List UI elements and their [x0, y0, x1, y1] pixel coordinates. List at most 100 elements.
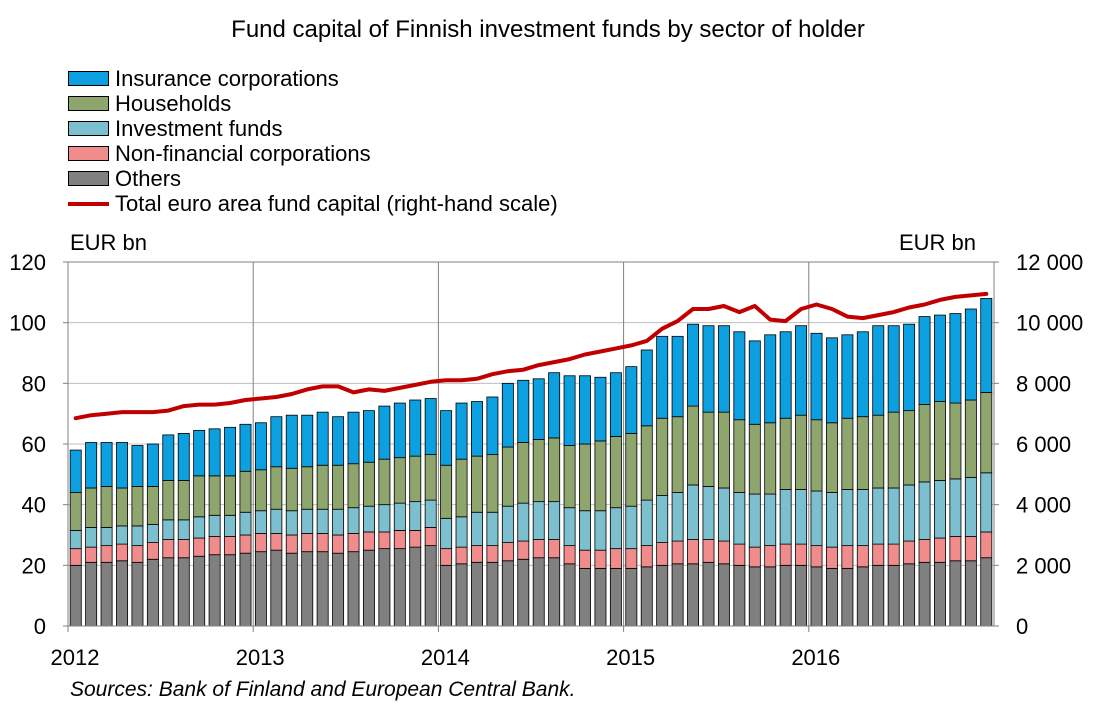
bar-segment — [131, 445, 144, 487]
bar-segment — [347, 411, 360, 465]
bar-segment — [980, 297, 993, 393]
bar-segment — [949, 402, 962, 480]
y-tick-label-right: 0 — [1016, 614, 1028, 639]
bar-segment — [177, 557, 190, 627]
bar-segment — [980, 472, 993, 533]
bar-segment — [378, 458, 391, 506]
bar-segment — [625, 432, 638, 507]
bar-segment — [594, 567, 607, 627]
bar-segment — [887, 543, 900, 566]
bar-segment — [671, 492, 684, 542]
bar-segment — [146, 523, 159, 543]
bar-segment — [640, 349, 653, 427]
bar-segment — [208, 428, 221, 477]
bar-segment — [872, 564, 885, 627]
bar-segment — [656, 417, 669, 496]
legend-color-swatch — [68, 96, 109, 111]
bar-segment — [532, 439, 545, 503]
bar-segment — [856, 416, 869, 490]
bar-segment — [671, 540, 684, 565]
bar-segment — [239, 552, 252, 627]
bar-segment — [671, 563, 684, 627]
bar-segment — [687, 539, 700, 565]
bar-segment — [887, 487, 900, 545]
x-tick-label: 2016 — [791, 645, 840, 670]
source-note: Sources: Bank of Finland and European Ce… — [70, 678, 576, 701]
bar-segment — [501, 446, 514, 507]
bar-segment — [116, 543, 128, 562]
bar-segment — [131, 525, 144, 547]
bar-segment — [440, 517, 453, 550]
bar-segment — [625, 567, 638, 627]
bar-segment — [285, 467, 298, 512]
bar-segment — [100, 486, 113, 528]
bar-segment — [903, 484, 916, 542]
bar-segment — [609, 436, 622, 509]
bar-segment — [563, 507, 576, 547]
bar-segment — [795, 414, 808, 490]
bar-segment — [918, 316, 931, 405]
bar-segment — [424, 545, 437, 627]
bar-segment — [609, 567, 622, 627]
bar-segment — [162, 539, 175, 559]
bar-segment — [594, 440, 607, 512]
bar-segment — [640, 566, 653, 627]
bar-segment — [918, 481, 931, 540]
bar-segment — [856, 545, 869, 568]
bar-segment — [501, 505, 514, 543]
bar-segment — [980, 392, 993, 474]
bar-segment — [85, 527, 98, 548]
left-axis-unit: EUR bn — [70, 230, 148, 255]
y-tick-label-left: 20 — [22, 553, 46, 578]
bar-segment — [301, 414, 314, 468]
bar-segment — [378, 405, 391, 460]
bar-segment — [177, 479, 190, 521]
bar-segment — [563, 375, 576, 446]
bar-segment — [656, 564, 669, 627]
bar-segment — [825, 337, 838, 424]
bar-segment — [85, 442, 98, 489]
bar-segment — [594, 510, 607, 551]
bar-segment — [717, 411, 730, 489]
bar-segment — [409, 399, 422, 457]
bar-segment — [872, 325, 885, 416]
bar-segment — [254, 551, 267, 627]
bar-segment — [764, 422, 777, 495]
bar-segment — [347, 551, 360, 627]
bar-segment — [501, 560, 514, 627]
bar-segment — [517, 379, 530, 443]
bar-segment — [224, 536, 237, 556]
bar-segment — [301, 551, 314, 627]
bar-segment — [903, 410, 916, 486]
bar-segment — [193, 537, 206, 557]
bar-segment — [162, 557, 175, 627]
y-tick-label-right: 12 000 — [1016, 250, 1083, 275]
bar-segment — [733, 419, 746, 493]
bar-segment — [748, 566, 761, 627]
bar-segment — [903, 540, 916, 565]
bar-segment — [486, 561, 499, 627]
bar-segment — [717, 563, 730, 627]
bar-segment — [224, 426, 237, 477]
bar-segment — [733, 492, 746, 545]
bar-segment — [131, 561, 144, 627]
bar-segment — [116, 487, 128, 527]
bar-segment — [795, 489, 808, 545]
bar-segment — [471, 545, 483, 563]
bar-segment — [918, 404, 931, 483]
bar-segment — [486, 396, 499, 456]
bar-segment — [270, 466, 283, 510]
bar-segment — [332, 464, 345, 510]
bar-segment — [440, 548, 453, 566]
bar-segment — [548, 557, 561, 627]
bar-segment — [362, 549, 375, 627]
bar-segment — [455, 402, 468, 460]
bar-segment — [471, 511, 483, 547]
bar-segment — [733, 331, 746, 421]
bar-segment — [532, 539, 545, 559]
bar-segment — [100, 561, 113, 627]
legend-label: Insurance corporations — [115, 65, 339, 91]
bar-segment — [393, 548, 406, 627]
bar-segment — [517, 558, 530, 627]
bar-segment — [671, 416, 684, 493]
